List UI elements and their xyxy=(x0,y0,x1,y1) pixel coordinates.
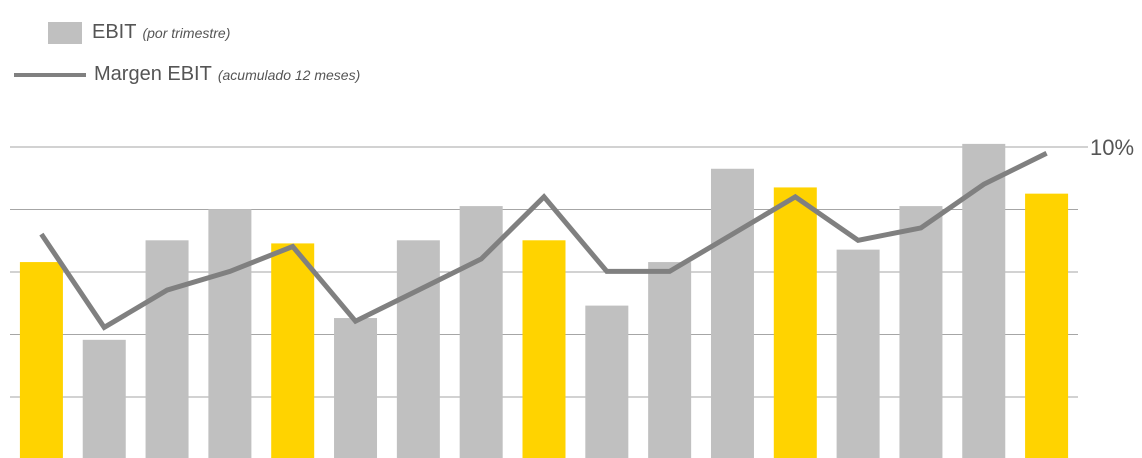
bars xyxy=(19,143,1069,458)
ebit-bar xyxy=(19,262,63,458)
margin-line xyxy=(39,150,1048,331)
legend-bar-swatch xyxy=(48,21,82,44)
ebit-bar xyxy=(334,318,378,458)
ebit-bar xyxy=(271,243,315,458)
tick-label: 10% xyxy=(1090,135,1134,160)
axis-ticks: 10% xyxy=(1078,135,1134,160)
legend-line-swatch xyxy=(14,72,86,77)
ebit-bar xyxy=(208,209,252,458)
ebit-bar xyxy=(773,187,817,458)
legend-item-margen-ebit: Margen EBIT (acumulado 12 meses) xyxy=(14,63,360,86)
margin-series-line xyxy=(39,150,1048,331)
ebit-bar xyxy=(396,240,440,458)
legend-item-ebit: EBIT (por trimestre) xyxy=(14,21,230,44)
ebit-bar xyxy=(836,249,880,458)
legend-ebit-note: (por trimestre) xyxy=(142,24,231,41)
legend-ebit-label: EBIT xyxy=(92,21,137,43)
ebit-bar xyxy=(522,240,566,458)
legend-margen-label: Margen EBIT xyxy=(94,63,212,85)
ebit-bar xyxy=(648,262,692,458)
ebit-bar xyxy=(145,240,189,458)
ebit-bar xyxy=(1025,193,1069,458)
ebit-bar xyxy=(82,339,126,458)
legend-margen-note: (acumulado 12 meses) xyxy=(217,66,361,83)
ebit-bar xyxy=(899,206,943,458)
ebit-bar xyxy=(585,305,629,458)
ebit-bar xyxy=(962,143,1006,458)
ebit-bar xyxy=(710,168,754,458)
